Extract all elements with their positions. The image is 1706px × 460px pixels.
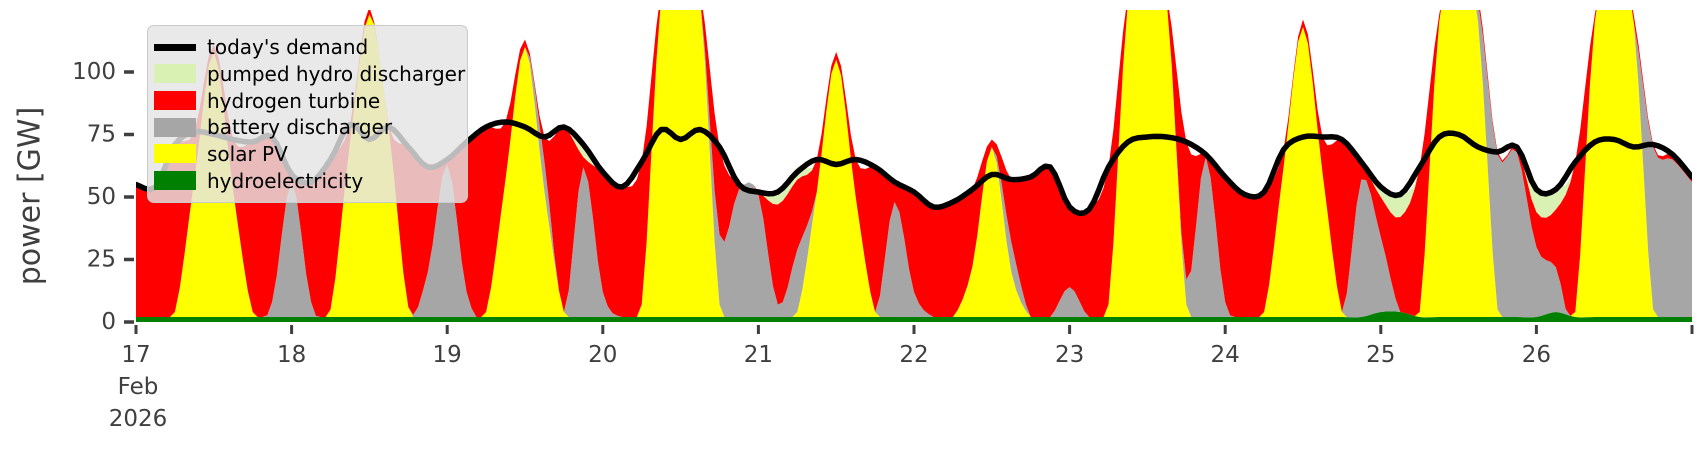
- y-tick-label: 75: [87, 122, 116, 148]
- x-tick-label: 22: [899, 342, 928, 368]
- x-tick-label: 19: [433, 342, 462, 368]
- legend-line-sample: [154, 43, 196, 51]
- legend-label: pumped hydro discharger: [207, 61, 466, 86]
- legend-label: solar PV: [207, 141, 288, 166]
- legend-item-pumped-hydro-discharger: pumped hydro discharger: [154, 64, 465, 84]
- area-battery-discharger: [136, 10, 1692, 318]
- x-tick-label: 26: [1522, 342, 1551, 368]
- legend-label: battery discharger: [207, 115, 393, 140]
- legend-item-hydrogen-turbine: hydrogen turbine: [154, 91, 457, 111]
- x-tick-label: 17: [121, 342, 150, 368]
- y-tick-label: 0: [101, 309, 116, 335]
- legend-color-swatch: [154, 64, 196, 84]
- legend-color-swatch: [154, 117, 196, 137]
- legend-item-today-s-demand: today's demand: [154, 37, 457, 57]
- legend-item-hydroelectricity: hydroelectricity: [154, 171, 457, 191]
- area-pumped-hydro-discharger: [136, 10, 1692, 218]
- area-hydroelectricity: [136, 311, 1692, 322]
- x-tick-label: 18: [277, 342, 306, 368]
- area-solar-pv: [136, 10, 1692, 318]
- legend-label: hydrogen turbine: [207, 88, 381, 113]
- legend-color-swatch: [154, 144, 196, 164]
- y-axis-label: power [GW]: [12, 106, 48, 286]
- legend-item-battery-discharger: battery discharger: [154, 117, 457, 137]
- legend-label: today's demand: [207, 35, 369, 60]
- x-axis-sublabel: Feb: [118, 374, 159, 400]
- x-tick-label: 23: [1055, 342, 1084, 368]
- x-tick-label: 21: [744, 342, 773, 368]
- y-tick-label: 25: [87, 247, 116, 273]
- legend: today's demand pumped hydro discharger hyd…: [147, 25, 468, 203]
- x-tick-label: 20: [588, 342, 617, 368]
- legend-item-solar-pv: solar PV: [154, 144, 457, 164]
- legend-label: hydroelectricity: [207, 168, 364, 193]
- y-tick-label: 50: [87, 184, 116, 210]
- legend-color-swatch: [154, 91, 196, 111]
- y-tick-label: 100: [72, 59, 116, 85]
- x-tick-label: 25: [1366, 342, 1395, 368]
- x-axis-sublabel: 2026: [109, 406, 168, 432]
- x-tick-label: 24: [1211, 342, 1240, 368]
- legend-color-swatch: [154, 171, 196, 191]
